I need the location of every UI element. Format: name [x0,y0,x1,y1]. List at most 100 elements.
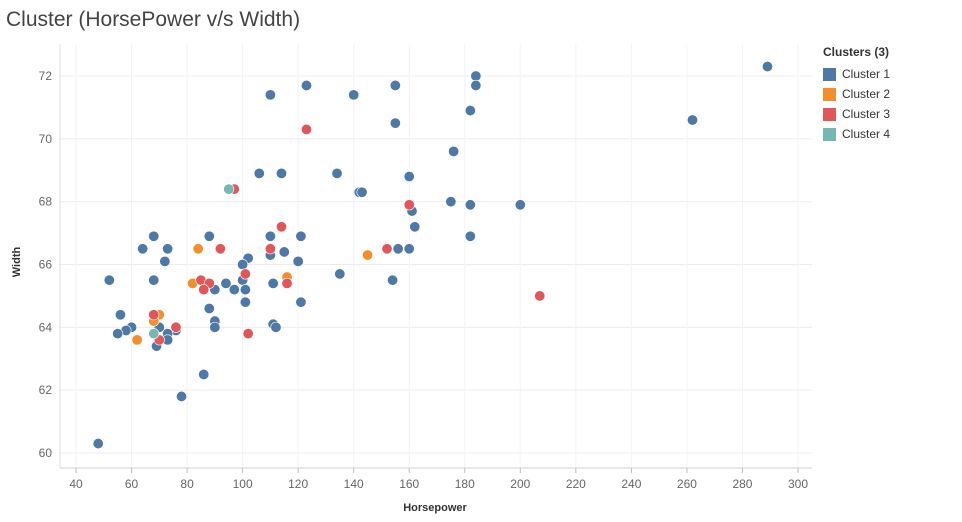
data-point[interactable] [465,200,475,210]
data-point[interactable] [276,168,286,178]
data-point[interactable] [265,90,275,100]
data-point[interactable] [393,244,403,254]
legend-label: Cluster 3 [842,107,890,121]
data-point[interactable] [240,297,250,307]
data-point[interactable] [149,231,159,241]
x-tick-label: 140 [344,477,364,491]
data-point[interactable] [471,71,481,81]
legend-swatch [823,108,836,121]
x-tick-label: 120 [288,477,308,491]
legend-items: Cluster 1 Cluster 2 Cluster 3 Cluster 4 [823,64,890,144]
legend-swatch [823,68,836,81]
data-point[interactable] [237,259,247,269]
y-tick-label: 64 [39,320,53,334]
y-tick-label: 72 [39,69,53,83]
x-tick-label: 300 [788,477,808,491]
data-point[interactable] [240,284,250,294]
legend-label: Cluster 2 [842,87,890,101]
data-point[interactable] [471,80,481,90]
data-point[interactable] [93,438,103,448]
data-point[interactable] [199,369,209,379]
y-tick-label: 66 [39,258,53,272]
x-tick-label: 80 [180,477,194,491]
data-point[interactable] [104,275,114,285]
legend-swatch [823,128,836,141]
data-point[interactable] [149,310,159,320]
data-point[interactable] [335,269,345,279]
data-point[interactable] [224,184,234,194]
legend-item-2[interactable]: Cluster 2 [823,84,890,104]
data-point[interactable] [268,278,278,288]
data-point[interactable] [296,231,306,241]
data-point[interactable] [115,310,125,320]
data-point[interactable] [404,171,414,181]
legend-swatch [823,88,836,101]
data-point[interactable] [176,391,186,401]
data-point[interactable] [390,80,400,90]
data-point[interactable] [265,244,275,254]
x-tick-label: 160 [399,477,419,491]
x-tick-label: 100 [233,477,253,491]
x-tick-label: 260 [677,477,697,491]
data-point[interactable] [687,115,697,125]
data-point[interactable] [160,256,170,266]
data-point[interactable] [301,80,311,90]
data-point[interactable] [535,291,545,301]
data-point[interactable] [215,244,225,254]
legend-item-4[interactable]: Cluster 4 [823,124,890,144]
x-tick-label: 220 [566,477,586,491]
data-point[interactable] [279,247,289,257]
data-point[interactable] [199,284,209,294]
y-tick-label: 70 [39,132,53,146]
data-point[interactable] [204,303,214,313]
legend-item-1[interactable]: Cluster 1 [823,64,890,84]
x-axis-title: Horsepower [403,502,467,514]
data-point[interactable] [204,231,214,241]
legend-item-3[interactable]: Cluster 3 [823,104,890,124]
data-point[interactable] [240,269,250,279]
data-point[interactable] [149,275,159,285]
data-point[interactable] [446,196,456,206]
data-point[interactable] [332,168,342,178]
data-point[interactable] [410,222,420,232]
data-point[interactable] [387,275,397,285]
data-point[interactable] [243,328,253,338]
x-tick-label: 180 [455,477,475,491]
grid-lines [60,44,812,468]
data-point[interactable] [762,61,772,71]
data-point[interactable] [301,124,311,134]
y-tick-label: 60 [39,446,53,460]
legend-title: Clusters (3) [823,45,890,59]
data-point[interactable] [282,278,292,288]
data-point[interactable] [296,297,306,307]
data-point[interactable] [137,244,147,254]
data-point[interactable] [171,322,181,332]
data-point[interactable] [404,244,414,254]
data-point[interactable] [382,244,392,254]
data-point[interactable] [465,231,475,241]
data-point[interactable] [515,200,525,210]
data-point[interactable] [254,168,264,178]
data-point[interactable] [271,322,281,332]
data-point[interactable] [210,322,220,332]
data-point[interactable] [448,146,458,156]
data-point[interactable] [465,105,475,115]
data-point[interactable] [149,328,159,338]
data-point[interactable] [132,335,142,345]
data-point[interactable] [265,231,275,241]
data-point[interactable] [162,244,172,254]
axes [60,44,812,473]
y-tick-label: 68 [39,195,53,209]
data-point[interactable] [390,118,400,128]
data-point[interactable] [229,284,239,294]
data-point[interactable] [404,200,414,210]
data-point[interactable] [357,187,367,197]
data-point[interactable] [193,244,203,254]
data-point[interactable] [276,222,286,232]
legend: Clusters (3) Cluster 1 Cluster 2 Cluster 3… [823,45,890,144]
data-point[interactable] [112,328,122,338]
data-point[interactable] [362,250,372,260]
data-point[interactable] [293,256,303,266]
data-point[interactable] [348,90,358,100]
